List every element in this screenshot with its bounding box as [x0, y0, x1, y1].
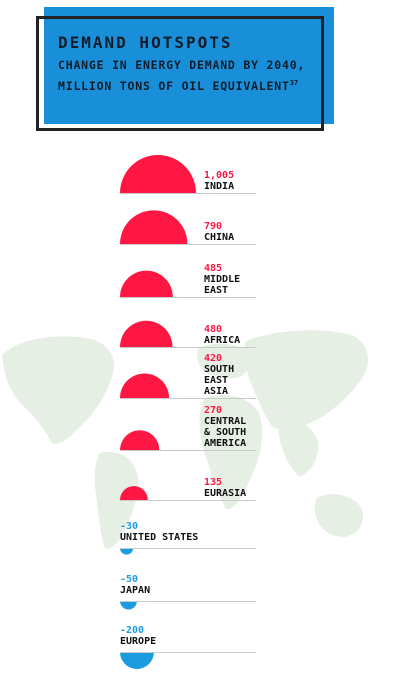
value-label: -30 [120, 521, 139, 532]
category-label: CHINA [204, 232, 235, 243]
map-europe [197, 343, 251, 379]
title-block [44, 7, 334, 124]
footnote-marker: 37 [289, 79, 299, 87]
semicircle-africa [120, 320, 173, 347]
map-africa [199, 395, 263, 510]
value-label: 135 [204, 477, 223, 488]
value-label: -200 [120, 625, 145, 636]
category-label: EUROPE [120, 636, 157, 647]
semicircle-eurasia [120, 486, 148, 500]
value-label: 480 [204, 324, 223, 335]
chart-subtitle: CHANGE IN ENERGY DEMAND BY 2040, MILLION… [58, 56, 320, 95]
semicircle-united-states [119, 548, 134, 555]
value-label: -50 [120, 574, 139, 585]
category-label: CENTRAL & SOUTH AMERICA [204, 416, 247, 449]
semicircle-south-east-asia [120, 373, 170, 398]
value-label: 1,005 [204, 170, 235, 181]
value-label: 790 [204, 221, 223, 232]
title-frame [36, 16, 324, 131]
map-north-america [2, 336, 114, 444]
map-south-asia [278, 419, 319, 477]
category-label: EURASIA [204, 488, 247, 499]
subtitle-text: CHANGE IN ENERGY DEMAND BY 2040, MILLION… [58, 58, 306, 93]
semicircle-middle-east [120, 270, 173, 297]
category-label: JAPAN [120, 585, 151, 596]
semicircle-central-south-america [120, 430, 160, 450]
category-label: AFRICA [204, 335, 241, 346]
map-australia [314, 494, 364, 537]
semicircle-japan [120, 601, 137, 610]
map-south-america [94, 452, 139, 549]
title-text: DEMAND HOTSPOTS CHANGE IN ENERGY DEMAND … [58, 33, 320, 95]
world-map-background [2, 330, 368, 549]
category-label: MIDDLE EAST [204, 274, 241, 296]
semicircle-china [120, 210, 188, 244]
semicircle-india [120, 155, 196, 193]
semicircle-europe [120, 652, 154, 669]
value-label: 270 [204, 405, 223, 416]
category-label: UNITED STATES [120, 532, 199, 543]
category-label: SOUTH EAST ASIA [204, 364, 235, 397]
value-label: 420 [204, 353, 223, 364]
value-label: 485 [204, 263, 223, 274]
map-asia [243, 330, 368, 430]
category-label: INDIA [204, 181, 235, 192]
chart-title: DEMAND HOTSPOTS [58, 33, 233, 52]
